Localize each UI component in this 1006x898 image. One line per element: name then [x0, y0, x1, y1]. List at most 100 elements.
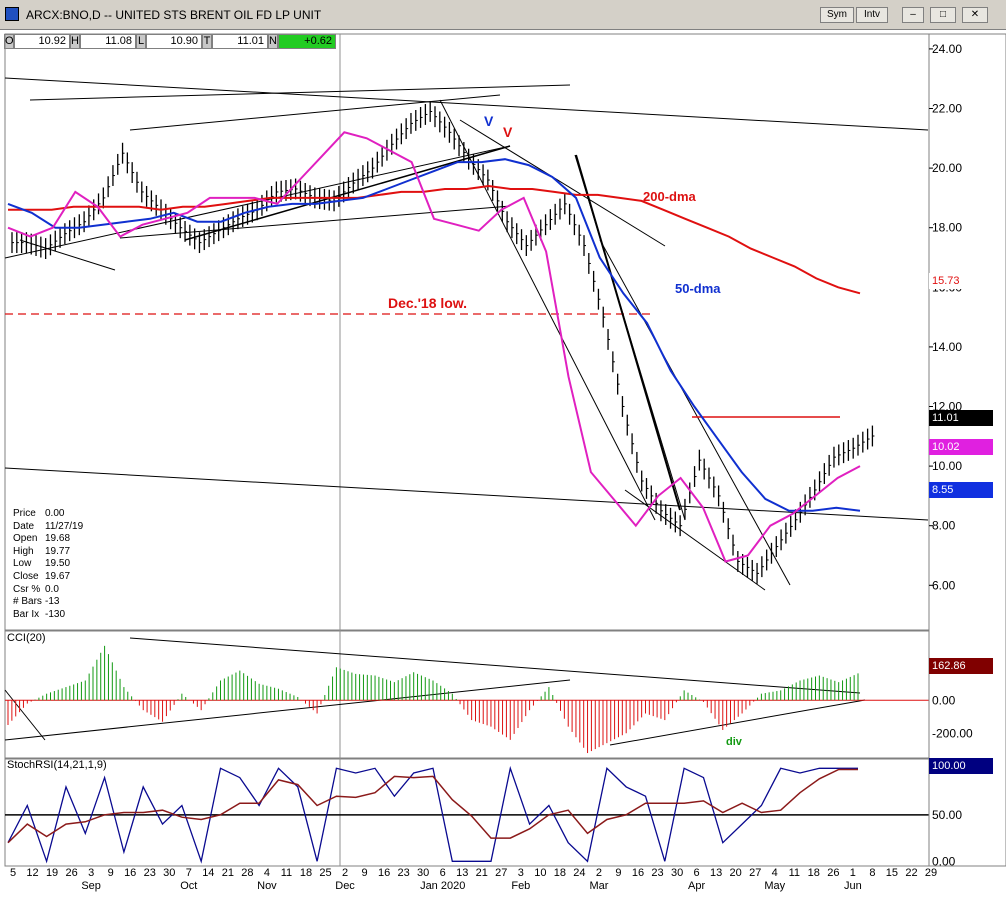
steep-trend-line [575, 154, 681, 511]
chart-annotation: V [484, 113, 494, 129]
x-day-label: 7 [186, 867, 192, 879]
200-dma-line [8, 184, 861, 295]
price-tick-label: 18.00 [932, 221, 962, 235]
fast-ma-price-tag: 10.02 [929, 439, 993, 455]
info-row: Bar Ix -130 [13, 609, 95, 622]
x-month-label: Mar [589, 880, 608, 892]
info-value: -130 [45, 608, 66, 620]
x-day-label: 9 [108, 867, 114, 879]
x-month-label: Dec [335, 880, 355, 892]
x-day-label: 8 [869, 867, 875, 879]
info-value: 11/27/19 [45, 520, 84, 532]
x-day-label: 14 [202, 867, 214, 879]
x-day-label: 3 [88, 867, 94, 879]
x-day-label: 21 [222, 867, 234, 879]
maximize-icon[interactable]: □ [930, 7, 956, 23]
x-day-label: 15 [886, 867, 898, 879]
x-day-label: 16 [378, 867, 390, 879]
close-value: 11.01 [212, 34, 268, 49]
info-value: 19.68 [45, 533, 71, 545]
ma200-price-tag: 15.73 [929, 273, 993, 289]
trend-line [624, 489, 766, 591]
window-titlebar: ARCX:BNO,D -- UNITED STS BRENT OIL FD LP… [0, 0, 1006, 30]
trend-line [4, 77, 929, 131]
info-row: High 19.77 [13, 546, 95, 559]
stochrsi-pane-label: StochRSI(14,21,1,9) [7, 759, 107, 771]
minimize-icon[interactable]: – [902, 7, 924, 23]
x-day-label: 30 [163, 867, 175, 879]
x-month-label: Feb [511, 880, 530, 892]
trend-line [119, 205, 511, 239]
x-day-label: 12 [26, 867, 38, 879]
info-row: Price 0.00 [13, 508, 95, 521]
x-day-label: 18 [554, 867, 566, 879]
ma50-price-tag: 8.55 [929, 482, 993, 498]
support-line [184, 145, 511, 241]
info-value: -13 [45, 596, 60, 608]
x-month-label: May [764, 880, 785, 892]
close-icon[interactable]: ✕ [962, 7, 988, 23]
stochrsi-signal-line [7, 768, 858, 844]
info-value: 19.50 [45, 558, 71, 570]
x-day-label: 23 [651, 867, 663, 879]
x-day-label: 6 [694, 867, 700, 879]
x-day-label: 10 [534, 867, 546, 879]
info-value: 19.67 [45, 570, 71, 582]
high-value: 11.08 [80, 34, 136, 49]
info-key: # Bars [13, 596, 42, 608]
x-day-label: 20 [730, 867, 742, 879]
x-day-label: 9 [362, 867, 368, 879]
x-day-label: 2 [342, 867, 348, 879]
x-day-label: 27 [495, 867, 507, 879]
x-month-label: Jun [844, 880, 862, 892]
x-day-label: 9 [615, 867, 621, 879]
trend-line [439, 99, 656, 521]
price-tick-label: 24.00 [932, 42, 962, 56]
window-title: ARCX:BNO,D -- UNITED STS BRENT OIL FD LP… [26, 8, 322, 22]
chart-annotation: 200-dma [643, 189, 697, 204]
info-row: Low 19.50 [13, 558, 95, 571]
chart-annotation: Dec.'18 low. [388, 295, 467, 311]
chart-app-icon [5, 7, 19, 21]
stochrsi-line [7, 765, 858, 864]
50-dma-line [7, 158, 861, 512]
fast-ma-line [7, 131, 861, 563]
x-day-label: 26 [65, 867, 77, 879]
cci-tick-label: 0.00 [932, 693, 956, 707]
x-day-label: 4 [772, 867, 778, 879]
symbol-button[interactable]: Sym [820, 7, 854, 23]
x-day-label: 23 [144, 867, 156, 879]
chart-annotation: div [726, 736, 743, 748]
info-row: Csr % 0.0 [13, 584, 95, 597]
price-tick-label: 20.00 [932, 161, 962, 175]
trend-line [459, 119, 666, 247]
x-month-label: Oct [180, 880, 197, 892]
info-row: Open 19.68 [13, 533, 95, 546]
stochrsi-tick-label: 0.00 [932, 854, 956, 868]
x-day-label: 2 [596, 867, 602, 879]
trend-line [4, 679, 571, 741]
trend-line [4, 689, 46, 741]
quote-bar: O 10.92 H 11.08 L 10.90 T 11.01 N +0.62 [4, 34, 336, 49]
x-day-label: 3 [518, 867, 524, 879]
x-day-label: 30 [671, 867, 683, 879]
stochrsi-value-tag: 100.00 [929, 758, 993, 774]
x-day-label: 16 [632, 867, 644, 879]
x-day-label: 13 [456, 867, 468, 879]
info-value: 19.77 [45, 545, 71, 557]
x-day-label: 11 [789, 867, 800, 879]
interval-button[interactable]: Intv [856, 7, 888, 23]
price-tick-label: 14.00 [932, 340, 962, 354]
trend-line [4, 467, 929, 521]
cci-pane-label: CCI(20) [7, 632, 46, 644]
info-key: Open [13, 533, 38, 545]
last-price-tag: 11.01 [929, 410, 993, 426]
trend-line [29, 84, 571, 101]
x-month-label: Jan 2020 [420, 880, 465, 892]
change-value: +0.62 [278, 34, 336, 49]
x-month-label: Sep [81, 880, 101, 892]
x-day-label: 5 [10, 867, 16, 879]
info-key: High [13, 545, 34, 557]
info-key: Price [13, 508, 36, 519]
